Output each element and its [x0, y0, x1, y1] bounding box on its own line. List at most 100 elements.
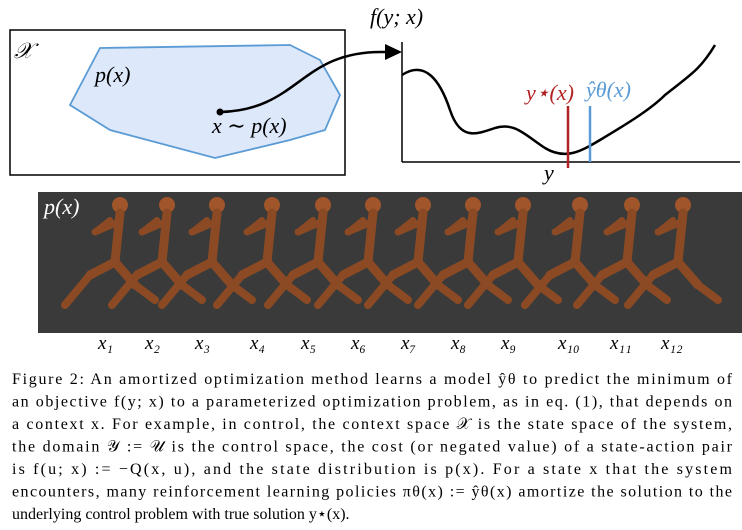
robot-arm	[604, 217, 625, 235]
distribution-label: p(x)	[93, 62, 130, 87]
caption-line: encounters, many reinforcement learning …	[12, 484, 732, 501]
sample-label: x₉	[500, 333, 516, 354]
sample-label: x₁₀	[557, 333, 580, 354]
robot-arm	[295, 217, 316, 235]
arrow	[219, 50, 386, 114]
robot-leg	[643, 281, 671, 304]
robot-arm	[552, 217, 573, 235]
robot-head	[415, 197, 431, 213]
robot-leg	[597, 257, 632, 280]
robot	[624, 197, 722, 309]
robot-leg	[694, 281, 722, 304]
robot-arm	[395, 217, 416, 235]
robot-head	[315, 197, 331, 213]
robot-leg	[434, 281, 462, 304]
robot-head	[159, 197, 175, 213]
robot-leg	[85, 257, 120, 280]
robot-head	[624, 197, 640, 213]
robot-arm	[445, 217, 466, 235]
robot-leg	[314, 271, 347, 309]
robot-leg	[591, 281, 619, 304]
robot	[521, 197, 619, 309]
robot-head	[209, 197, 225, 213]
caption-line: Figure 2: An amortized optimization meth…	[12, 371, 733, 388]
arrow-head	[385, 44, 402, 60]
sample-label: x ∼ p(x)	[211, 113, 287, 138]
robot-leg	[283, 281, 311, 304]
sample-label: x₁₁	[609, 333, 632, 354]
robot-arm	[495, 217, 516, 235]
robot-leg	[213, 271, 246, 309]
robot-leg	[484, 281, 512, 304]
robot-leg	[108, 271, 141, 309]
model-solution-label: ŷθ(x)	[584, 77, 631, 102]
robot-arm	[345, 217, 366, 235]
robot-head	[515, 197, 531, 213]
robot-leg	[264, 271, 297, 309]
robot-head	[264, 197, 280, 213]
robot-leg	[648, 257, 683, 280]
y-axis-label: f(y; x)	[370, 4, 423, 29]
robot-arm	[92, 217, 113, 235]
robot-leg	[488, 257, 523, 280]
robot	[108, 197, 206, 309]
robot-leg	[384, 281, 412, 304]
robot-leg	[545, 257, 580, 280]
robot-arm	[655, 217, 676, 235]
samples-label: p(x)	[42, 194, 79, 219]
robot-leg	[513, 257, 543, 290]
sample-label: x₁₂	[660, 333, 683, 354]
sample-label: x₁	[97, 333, 113, 354]
sample-label: x₄	[249, 333, 265, 354]
true-solution-label: y⋆(x)	[524, 80, 574, 105]
robot-leg	[521, 271, 554, 309]
robot-leg	[182, 257, 217, 280]
robot-leg	[61, 271, 94, 309]
robot-leg	[131, 281, 159, 304]
sample-label: x₇	[400, 333, 416, 354]
context-box	[9, 29, 346, 176]
robot-leg	[438, 257, 473, 280]
robot-leg	[237, 257, 272, 280]
caption: Figure 2: An amortized optimization meth…	[12, 371, 733, 523]
robot-leg	[414, 271, 447, 309]
robot-head	[112, 197, 128, 213]
robot-leg	[624, 271, 657, 309]
sample-label: x₃	[194, 333, 210, 354]
sample-label: x₆	[350, 333, 366, 354]
robot-arm	[189, 217, 210, 235]
sample-label: x₅	[300, 333, 316, 354]
caption-line: an objective f(y; x) to a parameterized …	[12, 394, 732, 411]
robot-head	[572, 197, 588, 213]
robot-leg	[288, 257, 323, 280]
caption-line: underlying control problem with true sol…	[12, 506, 350, 523]
caption-line: the domain 𝒴 := 𝒰 is the control space, …	[12, 439, 733, 456]
robot-leg	[132, 257, 167, 280]
x-axis-label: y	[542, 160, 554, 185]
objective-curve	[401, 44, 717, 156]
sample-label: x₂	[144, 333, 160, 354]
sample-labels: x₁ x₂ x₃ x₄ x₅ x₆ x₇ x₈ x₉ x₁₀ x₁₁ x₁₂	[97, 333, 683, 354]
robot	[364, 197, 462, 309]
robot-leg	[364, 271, 397, 309]
distribution-region	[68, 44, 342, 159]
robot-leg	[207, 257, 237, 290]
space-label: 𝒳	[14, 38, 39, 63]
robot-leg	[673, 257, 703, 290]
robot-leg	[334, 281, 362, 304]
robot	[158, 197, 256, 309]
robot-arm	[139, 217, 160, 235]
robot	[61, 197, 159, 309]
robot-arm	[244, 217, 265, 235]
robot-figures	[61, 197, 722, 309]
sample-label: x₈	[450, 333, 466, 354]
robot-leg	[158, 271, 191, 309]
robot-head	[465, 197, 481, 213]
robot-leg	[338, 257, 373, 280]
caption-line: a context x. For example, in control, th…	[12, 416, 732, 433]
robot-leg	[178, 281, 206, 304]
robot-leg	[388, 257, 423, 280]
robot-head	[365, 197, 381, 213]
caption-line: is f(u; x) := −Q(x, u), and the state di…	[12, 461, 733, 478]
